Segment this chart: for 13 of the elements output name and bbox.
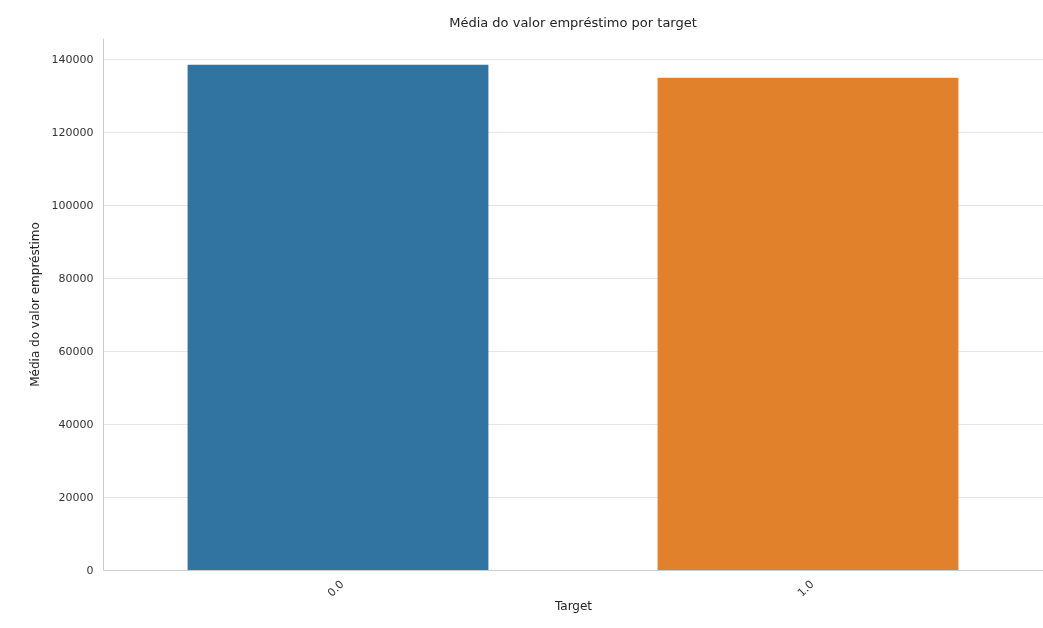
y-tick-label: 140000 <box>51 52 94 66</box>
y-tick-label: 120000 <box>51 125 94 139</box>
y-tick-label: 0 <box>86 563 94 577</box>
y-tick-label: 40000 <box>58 417 94 431</box>
x-tick-label: 0.0 <box>324 577 347 600</box>
y-tick-label: 100000 <box>51 198 94 212</box>
x-tick-label: 1.0 <box>794 577 817 600</box>
y-tick-label: 60000 <box>58 344 94 358</box>
y-tick-label: 20000 <box>58 490 94 504</box>
y-tick-label: 80000 <box>58 271 94 285</box>
x-axis-title: Target <box>553 598 593 613</box>
y-axis-title: Média do valor empréstimo <box>27 222 42 387</box>
chart-title: Média do valor empréstimo por target <box>449 15 697 30</box>
